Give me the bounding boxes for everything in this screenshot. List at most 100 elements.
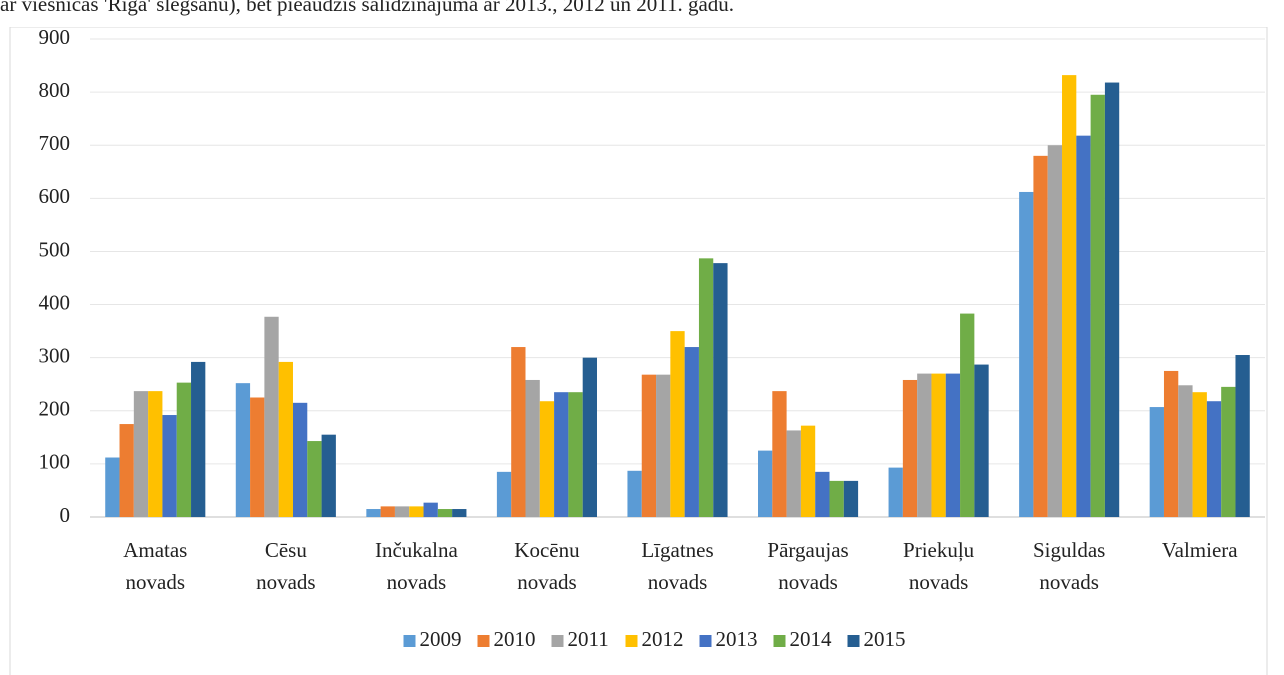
bar xyxy=(902,379,918,517)
bar xyxy=(800,425,816,517)
bar xyxy=(423,502,438,517)
x-tick-label: Valmiera xyxy=(1162,538,1238,562)
y-tick-label: 500 xyxy=(39,237,71,261)
bar xyxy=(1163,370,1179,517)
legend-label: 2012 xyxy=(642,627,684,651)
bar xyxy=(670,331,685,517)
bar xyxy=(437,509,453,517)
x-tick-label: Kocēnu novads xyxy=(514,538,580,594)
legend-swatch xyxy=(477,635,490,647)
bar xyxy=(1076,135,1091,517)
legend-label: 2009 xyxy=(420,627,462,651)
bar xyxy=(133,391,149,517)
bar xyxy=(452,509,467,517)
bar xyxy=(496,471,512,517)
y-tick-label: 700 xyxy=(39,131,71,155)
bar xyxy=(409,506,424,517)
bar xyxy=(292,402,308,517)
caption-band xyxy=(0,0,1284,27)
y-tick-label: 100 xyxy=(39,450,71,474)
y-tick-label: 900 xyxy=(39,25,71,49)
bar xyxy=(176,382,192,517)
bar xyxy=(366,509,381,517)
bar xyxy=(380,506,395,517)
bar xyxy=(931,373,946,517)
x-tick-label: Cēsu novads xyxy=(256,538,316,594)
bar xyxy=(250,397,265,517)
bar xyxy=(1221,386,1236,517)
bar xyxy=(758,450,773,517)
bar xyxy=(162,415,177,517)
bar xyxy=(119,424,134,517)
bar xyxy=(974,364,989,517)
x-tick-label: Priekuļu novads xyxy=(903,538,975,594)
bar xyxy=(568,392,583,517)
bar xyxy=(1104,82,1120,517)
y-tick-label: 600 xyxy=(39,184,71,208)
bar xyxy=(539,401,555,517)
bar xyxy=(1178,385,1193,517)
legend-swatch xyxy=(699,635,712,647)
bar xyxy=(148,391,163,517)
legend-swatch xyxy=(847,635,860,647)
bar xyxy=(278,361,293,517)
bar xyxy=(656,374,671,517)
bar xyxy=(511,347,526,517)
legend-label: 2015 xyxy=(864,627,906,651)
bar xyxy=(843,480,859,517)
y-tick-label: 0 xyxy=(60,503,71,527)
x-tick-label: Līgatnes novads xyxy=(641,538,713,594)
bar xyxy=(105,457,120,517)
y-tick-label: 800 xyxy=(39,78,71,102)
y-tick-label: 400 xyxy=(39,290,71,314)
bar xyxy=(1192,392,1207,517)
y-tick-label: 300 xyxy=(39,343,71,367)
bar xyxy=(235,383,251,517)
bar xyxy=(917,373,932,517)
bar xyxy=(1033,155,1048,517)
bar xyxy=(960,313,975,517)
bar xyxy=(307,441,322,517)
legend-swatch xyxy=(551,635,564,647)
bar xyxy=(698,258,714,517)
legend-swatch xyxy=(625,635,638,647)
bar xyxy=(554,392,569,517)
bar xyxy=(1149,407,1164,517)
bar xyxy=(1062,75,1077,518)
bar xyxy=(321,434,336,517)
bar xyxy=(191,361,206,517)
legend-label: 2011 xyxy=(568,627,609,651)
legend-swatch xyxy=(773,635,786,647)
y-tick-label: 200 xyxy=(39,397,71,421)
legend-label: 2010 xyxy=(494,627,536,651)
bar xyxy=(1235,355,1250,517)
bar xyxy=(1019,191,1034,517)
bar xyxy=(888,467,903,517)
bar xyxy=(684,347,699,517)
bar xyxy=(394,506,410,517)
bar xyxy=(1047,145,1063,517)
bar xyxy=(713,263,728,517)
bar xyxy=(582,357,597,517)
caption: ar viesnīcas 'Rīga' slēgšanu), bet pieau… xyxy=(0,0,734,16)
x-tick-label: Amatas novads xyxy=(123,538,187,594)
legend-swatch xyxy=(403,635,416,647)
legend-label: 2014 xyxy=(790,627,833,651)
x-tick-label: Inčukalna novads xyxy=(375,538,458,594)
x-tick-label: Pārgaujas novads xyxy=(767,538,848,594)
bar xyxy=(264,316,279,517)
bar xyxy=(945,373,961,517)
bar xyxy=(1206,401,1222,517)
bar xyxy=(641,374,657,517)
bar xyxy=(829,480,844,517)
bar xyxy=(1090,94,1105,518)
bar xyxy=(815,471,830,517)
legend-label: 2013 xyxy=(716,627,758,651)
bar xyxy=(627,470,642,517)
bar xyxy=(772,391,787,517)
x-tick-label: Siguldas novads xyxy=(1033,538,1105,594)
bar xyxy=(786,430,801,517)
bar xyxy=(525,379,540,517)
